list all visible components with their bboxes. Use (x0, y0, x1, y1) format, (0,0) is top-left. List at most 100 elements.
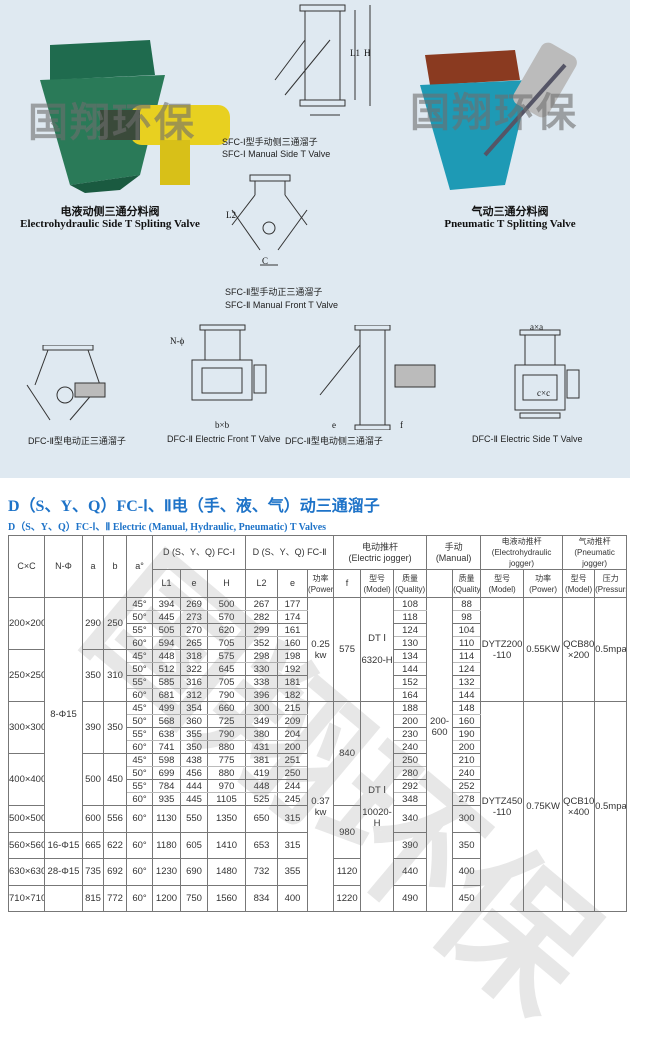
cell-electric-quality: 348 (393, 792, 428, 806)
cell-ehyd-power: 0.55KW (523, 597, 564, 702)
cell-electric-quality: 440 (393, 858, 428, 886)
cell-e2: 400 (277, 884, 309, 912)
cell-pressure: 0.5mpa (594, 597, 628, 702)
cell-angle: 45° (126, 649, 153, 663)
cell-L2: 267 (245, 597, 279, 611)
header-L2: L2 (245, 569, 279, 598)
cell-angle: 60° (126, 805, 153, 833)
cell-electric-quality: 134 (393, 649, 428, 663)
cell-L1: 585 (152, 675, 181, 689)
cell-electric-quality: 280 (393, 766, 428, 780)
cell-e: 350 (180, 740, 208, 754)
cell-L1: 1180 (152, 831, 181, 859)
cell-H: 790 (206, 688, 247, 702)
cell-manual-quality: 132 (452, 675, 482, 689)
label-f: f (400, 420, 403, 430)
cell-manual-quality: 252 (452, 779, 482, 793)
header-electrohydraulic-jogger: 电液动推杆 (Electrohydraulic jogger) (480, 535, 564, 570)
cell-H: 880 (206, 766, 247, 780)
cell-manual-quality: 200 (452, 740, 482, 754)
cell-e: 318 (180, 649, 208, 663)
cell-L1: 598 (152, 753, 181, 767)
header-electric-jogger: 电动推杆 (Electric jogger) (333, 535, 428, 570)
cell-L1: 394 (152, 597, 181, 611)
header-pneu-model: 型号 (Model) (562, 569, 596, 598)
header-cxc: C×C (8, 535, 45, 598)
cell-manual-quality: 190 (452, 727, 482, 741)
label-L1: L1 (350, 48, 360, 58)
dfc-side-caption-en: DFC-Ⅱ Electric Side T Valve (472, 434, 583, 444)
cell-f: 980 (333, 805, 362, 859)
cell-L2: 380 (245, 727, 279, 741)
cell-n-phi: 28-Φ15 (44, 858, 83, 886)
cell-L2: 834 (245, 884, 279, 912)
cell-angle: 45° (126, 597, 153, 611)
cell-b: 310 (103, 649, 127, 702)
cell-n-phi: 8-Φ15 (44, 597, 83, 833)
cell-b: 622 (103, 831, 127, 859)
cell-angle: 50° (126, 610, 153, 624)
cell-cxc: 400×400 (8, 753, 45, 806)
sfc1-caption-cn: SFC-Ⅰ型手动侧三通溜子 (222, 137, 318, 147)
label-axa: a×a (530, 322, 544, 332)
header-manual: 手动 (Manual) (426, 535, 482, 570)
cell-manual-quality: 104 (452, 623, 482, 637)
cell-b: 250 (103, 597, 127, 650)
cell-angle: 55° (126, 727, 153, 741)
cell-b: 692 (103, 858, 127, 886)
cell-H: 660 (206, 701, 247, 715)
header-fc1: D (S、Y、Q) FC-Ⅰ (151, 535, 247, 570)
cell-H: 725 (206, 714, 247, 728)
cell-H: 970 (206, 779, 247, 793)
cell-electric-quality: 250 (393, 753, 428, 767)
header-ehyd-power: 功率 (Power) (523, 569, 564, 598)
dfc-side-elec-diagram (514, 329, 580, 419)
cell-f: 1220 (333, 884, 362, 912)
dfc-side-diagram (319, 325, 436, 430)
cell-e2: 204 (277, 727, 309, 741)
cell-angle: 50° (126, 714, 153, 728)
cell-L2: 732 (245, 858, 279, 886)
table-row: 60° 594 265 705 352 160 130 110 (9, 636, 627, 650)
cell-e2: 244 (277, 779, 309, 793)
cell-manual-quality: 98 (452, 610, 482, 624)
cell-cxc: 630×630 (8, 858, 45, 886)
cell-H: 1560 (206, 884, 247, 912)
cell-electric-quality: 118 (393, 610, 428, 624)
cell-power: 0.37 kw (307, 701, 335, 912)
cell-manual-quality: 400 (452, 858, 482, 886)
cell-electric-quality: 292 (393, 779, 428, 793)
header-manual-blank (426, 569, 454, 598)
cell-f: 1120 (333, 858, 362, 886)
cell-ehyd-model: DYTZ200 -110 (480, 597, 525, 702)
cell-e: 690 (180, 858, 208, 886)
cell-electric-model: DT Ⅰ 6320-H (360, 597, 395, 702)
cell-electric-quality: 200 (393, 714, 428, 728)
cell-e: 550 (180, 805, 208, 833)
cell-manual-quality: 114 (452, 649, 482, 663)
cell-L1: 1230 (152, 858, 181, 886)
cell-cxc: 200×200 (8, 597, 45, 650)
cell-H: 705 (206, 675, 247, 689)
cell-e: 265 (180, 636, 208, 650)
cell-f: 840 (333, 701, 362, 806)
cell-angle: 60° (126, 636, 153, 650)
electrohydraulic-valve-photo (40, 40, 230, 193)
cell-H: 570 (206, 610, 247, 624)
cell-a: 350 (82, 649, 104, 702)
cell-angle: 50° (126, 766, 153, 780)
cell-L1: 445 (152, 610, 181, 624)
sfc2-caption-en: SFC-Ⅱ Manual Front T Valve (225, 300, 338, 310)
cell-electric-quality: 144 (393, 662, 428, 676)
cell-L1: 448 (152, 649, 181, 663)
cell-electric-quality: 490 (393, 884, 428, 912)
cell-L2: 299 (245, 623, 279, 637)
header-pressure: 压力 (Pressurs) (594, 569, 628, 598)
cell-L2: 431 (245, 740, 279, 754)
cell-L1: 741 (152, 740, 181, 754)
cell-pressure: 0.5mpa (594, 701, 628, 912)
table-row: 300×300 390 350 45° 499 354 660 300 215 0.37 kw 84… (8, 701, 628, 912)
dfc-front-caption-en: DFC-Ⅱ Electric Front T Valve (167, 434, 281, 444)
cell-e: 360 (180, 714, 208, 728)
cell-H: 1105 (206, 792, 247, 806)
